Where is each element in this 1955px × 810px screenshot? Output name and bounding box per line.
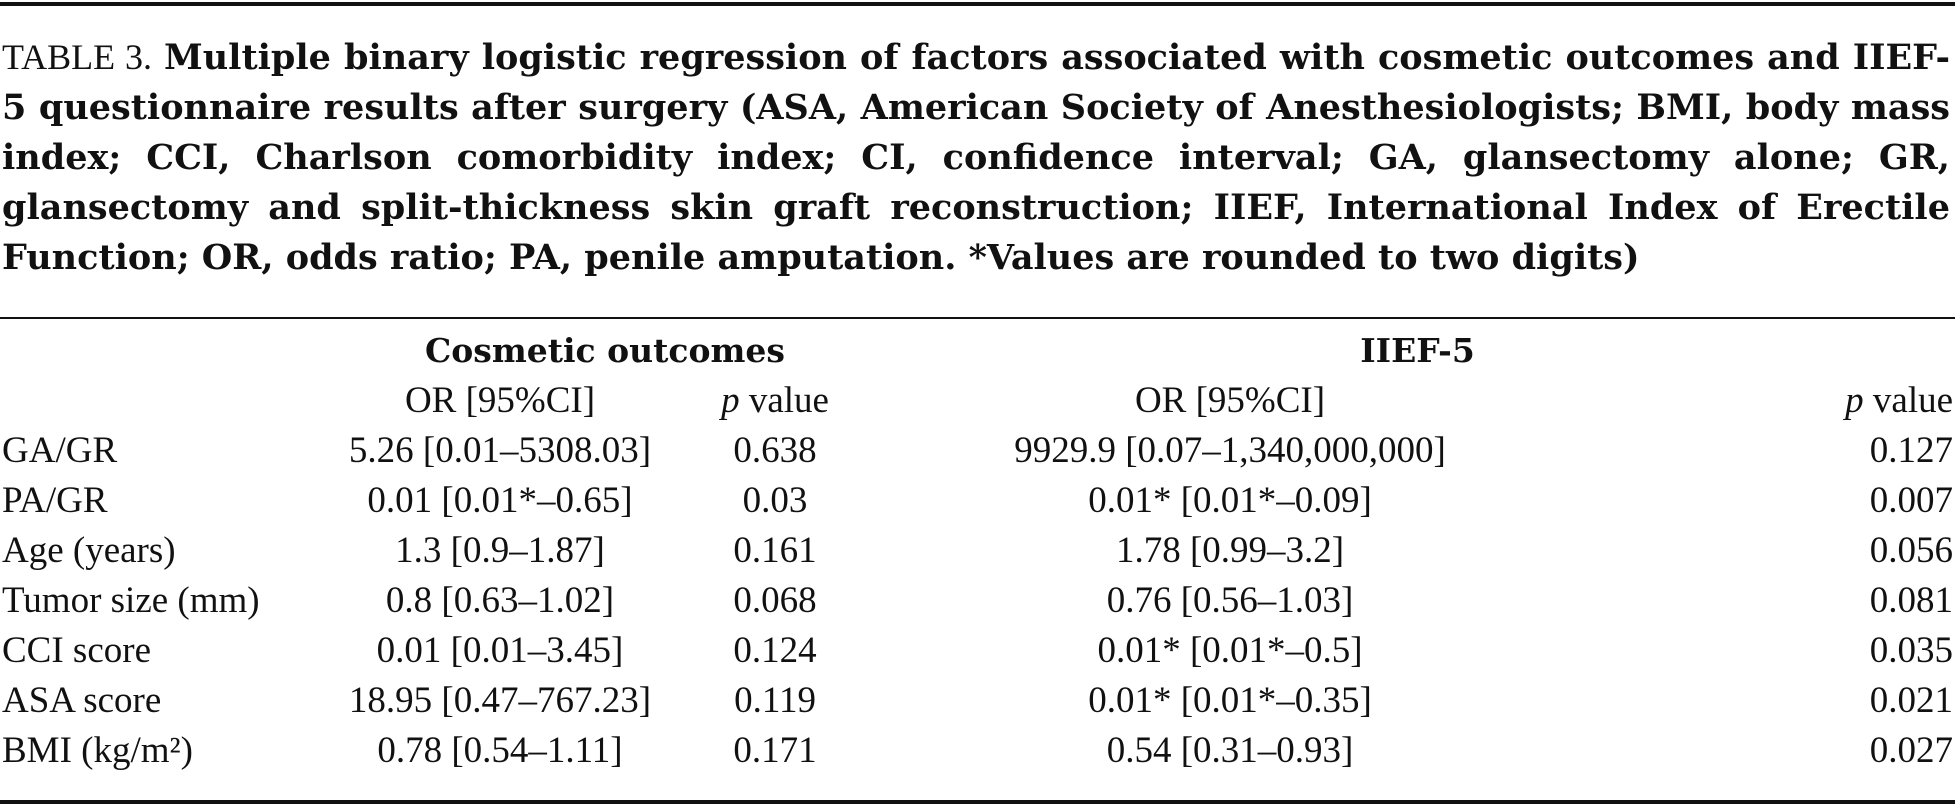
- group-header-iief: IIEF-5: [1360, 331, 1475, 370]
- p-cosmetic: 0.03: [742, 480, 808, 521]
- or-iief: 9929.9 [0.07–1,340,000,000]: [1014, 430, 1446, 471]
- or-iief: 0.01* [0.01*–0.09]: [1088, 480, 1372, 521]
- subheader-or-iief: OR [95%CI]: [1134, 380, 1326, 421]
- or-iief: 0.01* [0.01*–0.5]: [1097, 630, 1363, 671]
- regression-table: Cosmetic outcomes IIEF-5 OR [95%CI] p va…: [0, 326, 1955, 776]
- p-iief: 0.081: [1869, 580, 1954, 621]
- table-row: Age (years) 1.3 [0.9–1.87] 0.161 1.78 [0…: [0, 526, 1955, 576]
- header-rule: [0, 317, 1955, 319]
- p-cosmetic: 0.119: [734, 680, 816, 721]
- or-cosmetic: 0.78 [0.54–1.11]: [377, 730, 623, 771]
- or-iief: 0.76 [0.56–1.03]: [1106, 580, 1354, 621]
- table-row: PA/GR 0.01 [0.01*–0.65] 0.03 0.01* [0.01…: [0, 476, 1955, 526]
- p-value-text: value: [1863, 380, 1954, 421]
- group-header-cosmetic: Cosmetic outcomes: [425, 331, 785, 370]
- p-iief: 0.056: [1869, 530, 1954, 571]
- p-iief: 0.127: [1869, 430, 1954, 471]
- table-caption: TABLE 3. Multiple binary logistic regres…: [2, 32, 1950, 283]
- row-label: Tumor size (mm): [2, 580, 260, 621]
- bottom-rule: [0, 800, 1955, 804]
- or-iief: 1.78 [0.99–3.2]: [1115, 530, 1345, 571]
- group-header-row: Cosmetic outcomes IIEF-5: [0, 326, 1955, 376]
- p-iief: 0.007: [1869, 480, 1954, 521]
- table-row: CCI score 0.01 [0.01–3.45] 0.124 0.01* […: [0, 626, 1955, 676]
- table-row: Tumor size (mm) 0.8 [0.63–1.02] 0.068 0.…: [0, 576, 1955, 626]
- or-cosmetic: 1.3 [0.9–1.87]: [395, 530, 605, 571]
- p-iief: 0.035: [1869, 630, 1954, 671]
- row-label: CCI score: [2, 630, 151, 671]
- or-cosmetic: 18.95 [0.47–767.23]: [348, 680, 652, 721]
- empty-header-cell: [0, 326, 330, 376]
- p-cosmetic: 0.068: [733, 580, 817, 621]
- empty-subheader-cell: [0, 376, 330, 426]
- p-iief: 0.027: [1869, 730, 1954, 771]
- row-label: PA/GR: [2, 480, 108, 521]
- table-row: BMI (kg/m²) 0.78 [0.54–1.11] 0.171 0.54 …: [0, 726, 1955, 776]
- p-cosmetic: 0.124: [733, 630, 817, 671]
- p-cosmetic: 0.638: [733, 430, 817, 471]
- or-cosmetic: 5.26 [0.01–5308.03]: [348, 430, 652, 471]
- or-iief: 0.54 [0.31–0.93]: [1106, 730, 1354, 771]
- p-symbol: p: [721, 380, 740, 421]
- or-cosmetic: 0.01 [0.01–3.45]: [376, 630, 624, 671]
- caption-text: Multiple binary logistic regression of f…: [2, 37, 1950, 278]
- row-label: BMI (kg/m²): [2, 730, 193, 771]
- p-cosmetic: 0.171: [733, 730, 817, 771]
- row-label: ASA score: [2, 680, 162, 721]
- subheader-or-cosmetic: OR [95%CI]: [404, 380, 596, 421]
- or-cosmetic: 0.01 [0.01*–0.65]: [367, 480, 633, 521]
- caption-label: TABLE 3.: [2, 37, 152, 77]
- p-value-text: value: [739, 380, 829, 421]
- table-row: GA/GR 5.26 [0.01–5308.03] 0.638 9929.9 […: [0, 426, 1955, 476]
- row-label: Age (years): [2, 530, 176, 571]
- table-row: ASA score 18.95 [0.47–767.23] 0.119 0.01…: [0, 676, 1955, 726]
- p-iief: 0.021: [1869, 680, 1954, 721]
- p-symbol: p: [1845, 380, 1864, 421]
- or-cosmetic: 0.8 [0.63–1.02]: [385, 580, 615, 621]
- top-rule: [0, 2, 1955, 6]
- row-label: GA/GR: [2, 430, 118, 471]
- or-iief: 0.01* [0.01*–0.35]: [1088, 680, 1372, 721]
- subheader-p-cosmetic: p value: [670, 376, 880, 426]
- p-cosmetic: 0.161: [733, 530, 817, 571]
- sub-header-row: OR [95%CI] p value OR [95%CI] p value: [0, 376, 1955, 426]
- subheader-p-iief: p value: [1580, 376, 1955, 426]
